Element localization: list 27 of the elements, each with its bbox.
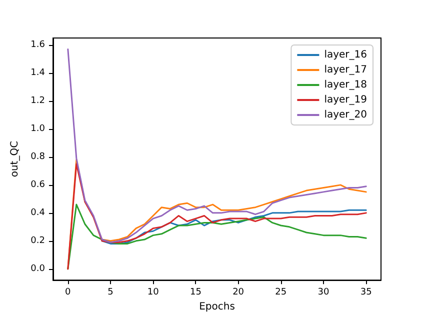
y-tick-label: 0.8 <box>30 152 46 162</box>
y-tick-label: 1.2 <box>30 96 45 106</box>
x-tick-label: 5 <box>108 288 114 298</box>
x-tick-label: 25 <box>275 288 287 298</box>
legend-label: layer_18 <box>324 80 367 90</box>
y-tick-label: 0.4 <box>30 208 46 218</box>
x-tick-label: 20 <box>232 288 244 298</box>
x-tick-label: 35 <box>360 288 372 298</box>
line-series <box>101 209 367 244</box>
y-tick-label: 0.0 <box>30 264 46 274</box>
legend-label: layer_16 <box>324 50 367 60</box>
y-tick-label: 0.6 <box>30 180 46 190</box>
y-axis-title: out_QC <box>9 140 20 178</box>
line-series <box>67 204 367 270</box>
x-tick-label: 10 <box>147 288 160 298</box>
x-axis-title: Epochs <box>199 302 235 312</box>
x-tick-label: 15 <box>190 288 202 298</box>
y-tick-label: 1.0 <box>30 124 46 134</box>
legend-label: layer_19 <box>324 94 367 106</box>
x-tick-label: 0 <box>65 288 72 298</box>
x-tick-label: 30 <box>318 288 330 298</box>
line-series <box>67 48 367 244</box>
y-tick-label: 1.4 <box>30 68 46 78</box>
y-tick-label: 1.6 <box>30 40 46 50</box>
legend-label: layer_17 <box>324 64 367 76</box>
y-tick-label: 0.2 <box>30 236 45 246</box>
legend-label: layer_20 <box>324 110 367 120</box>
